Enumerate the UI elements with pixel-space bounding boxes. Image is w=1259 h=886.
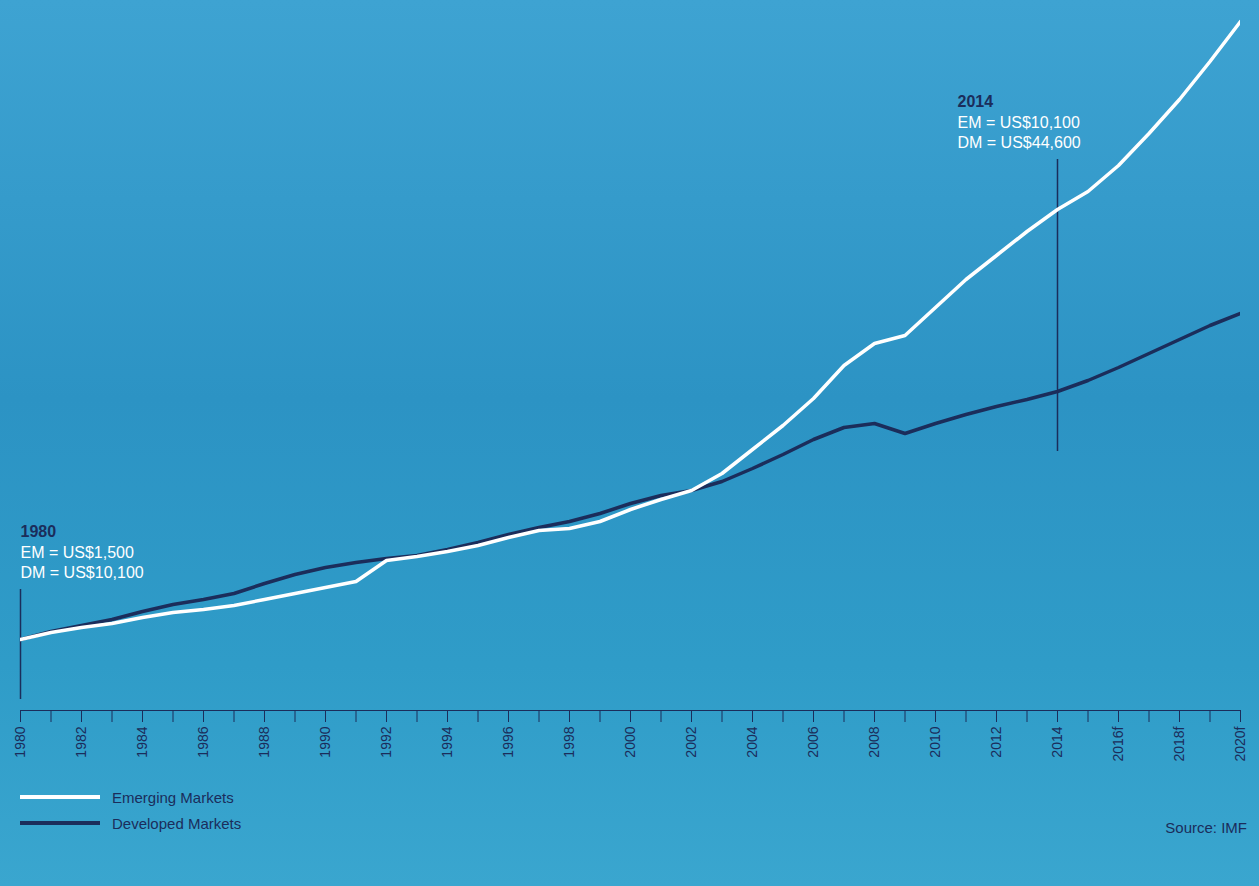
svg-text:EM = US$1,500DM = US$10,100: EM = US$1,500DM = US$10,100 xyxy=(21,544,144,580)
svg-text:2018f: 2018f xyxy=(1171,726,1187,761)
svg-text:1998: 1998 xyxy=(561,726,577,757)
svg-text:1984: 1984 xyxy=(134,726,150,757)
svg-text:1982: 1982 xyxy=(73,726,89,757)
svg-text:1986: 1986 xyxy=(195,726,211,757)
html-text:Source: IMF: Source: IMF xyxy=(1165,819,1247,836)
svg-text:2020f: 2020f xyxy=(1232,726,1248,761)
svg-text:2016f: 2016f xyxy=(1110,726,1126,761)
html-text:Developed Markets: Developed Markets xyxy=(112,814,242,832)
html-text:Emerging Markets: Emerging Markets xyxy=(112,788,234,806)
svg-text:1988: 1988 xyxy=(256,726,272,757)
svg-text:2008: 2008 xyxy=(866,726,882,757)
svg-text:2006: 2006 xyxy=(805,726,821,757)
svg-text:2002: 2002 xyxy=(683,726,699,757)
svg-text:2000: 2000 xyxy=(622,726,638,757)
svg-text:1980: 1980 xyxy=(12,726,28,757)
svg-text:2012: 2012 xyxy=(988,726,1004,757)
svg-text:1996: 1996 xyxy=(500,726,516,757)
svg-text:1994: 1994 xyxy=(439,726,455,757)
svg-text:2014: 2014 xyxy=(1049,726,1065,757)
svg-text:1980: 1980 xyxy=(21,523,57,540)
svg-text:EM = US$10,100DM = US$44,600: EM = US$10,100DM = US$44,600 xyxy=(958,114,1081,150)
svg-text:2010: 2010 xyxy=(927,726,943,757)
svg-text:2004: 2004 xyxy=(744,726,760,757)
svg-text:2014: 2014 xyxy=(958,93,994,110)
svg-text:1992: 1992 xyxy=(378,726,394,757)
svg-text:1990: 1990 xyxy=(317,726,333,757)
